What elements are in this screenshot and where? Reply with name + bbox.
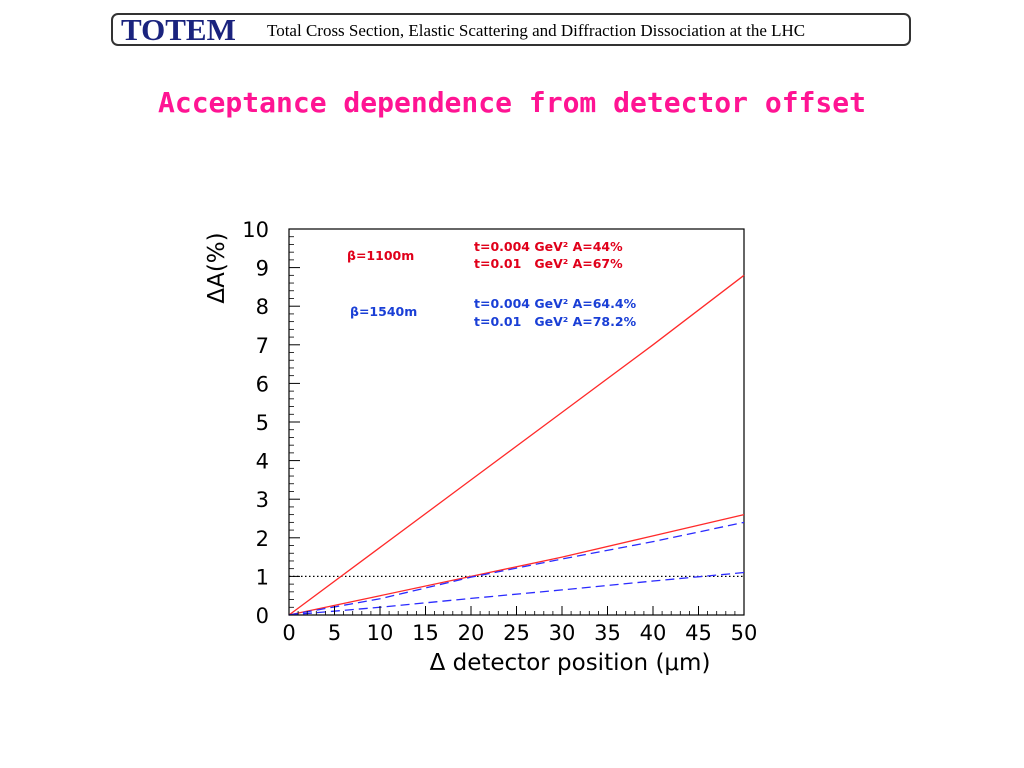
annotation-beta-1100: β=1100m bbox=[347, 248, 414, 263]
slide-title: Acceptance dependence from detector offs… bbox=[157, 86, 866, 119]
annotation-red-t0004: t=0.004 GeV² A=44% bbox=[474, 239, 623, 254]
x-tick-label: 15 bbox=[412, 621, 439, 645]
y-tick-label: 9 bbox=[256, 257, 269, 281]
y-tick-label: 4 bbox=[256, 450, 269, 474]
x-tick-label: 50 bbox=[731, 621, 758, 645]
y-tick-label: 8 bbox=[256, 295, 269, 319]
series-line-2 bbox=[288, 521, 745, 616]
x-tick-label: 35 bbox=[594, 621, 621, 645]
x-tick-label: 5 bbox=[328, 621, 341, 645]
annotation-blue-t0004: t=0.004 GeV² A=64.4% bbox=[474, 296, 637, 311]
y-tick-label: 2 bbox=[256, 527, 269, 551]
y-tick-label: 5 bbox=[256, 411, 269, 435]
annotation-blue-t001: t=0.01 GeV² A=78.2% bbox=[474, 314, 637, 329]
series-line-3 bbox=[288, 571, 745, 616]
y-tick-label: 7 bbox=[256, 334, 269, 358]
y-tick-label: 1 bbox=[256, 565, 269, 589]
x-tick-label: 45 bbox=[685, 621, 712, 645]
series-line-0 bbox=[288, 274, 745, 616]
annotation-beta-1540: β=1540m bbox=[350, 304, 417, 319]
x-tick-label: 20 bbox=[458, 621, 485, 645]
y-axis-label: ΔA(%) bbox=[204, 232, 230, 303]
x-tick-label: 40 bbox=[640, 621, 667, 645]
annotation-red-t001: t=0.01 GeV² A=67% bbox=[474, 256, 623, 271]
x-tick-label: 30 bbox=[549, 621, 576, 645]
y-tick-label: 0 bbox=[256, 604, 269, 628]
x-axis-label: Δ detector position (μm) bbox=[430, 650, 711, 676]
x-tick-label: 0 bbox=[282, 621, 295, 645]
y-tick-label: 3 bbox=[256, 488, 269, 512]
header-title: Total Cross Section, Elastic Scattering … bbox=[267, 21, 806, 40]
series-line-1 bbox=[288, 514, 745, 616]
y-tick-label: 10 bbox=[242, 218, 269, 242]
totem-logo: TOTEM bbox=[121, 12, 236, 47]
plot-frame bbox=[288, 228, 745, 616]
x-tick-label: 25 bbox=[503, 621, 530, 645]
header-banner: TOTEM Total Cross Section, Elastic Scatt… bbox=[111, 13, 911, 46]
y-tick-label: 6 bbox=[256, 372, 269, 396]
x-tick-label: 10 bbox=[367, 621, 394, 645]
